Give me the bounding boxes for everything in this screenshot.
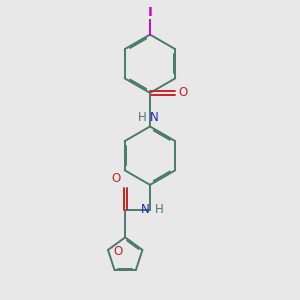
Text: H: H (155, 203, 164, 216)
Text: H: H (138, 111, 146, 124)
Text: N: N (141, 203, 150, 216)
Text: N: N (150, 111, 159, 124)
Text: O: O (178, 86, 188, 99)
Text: I: I (148, 5, 152, 19)
Text: O: O (112, 172, 121, 185)
Text: O: O (113, 245, 122, 258)
